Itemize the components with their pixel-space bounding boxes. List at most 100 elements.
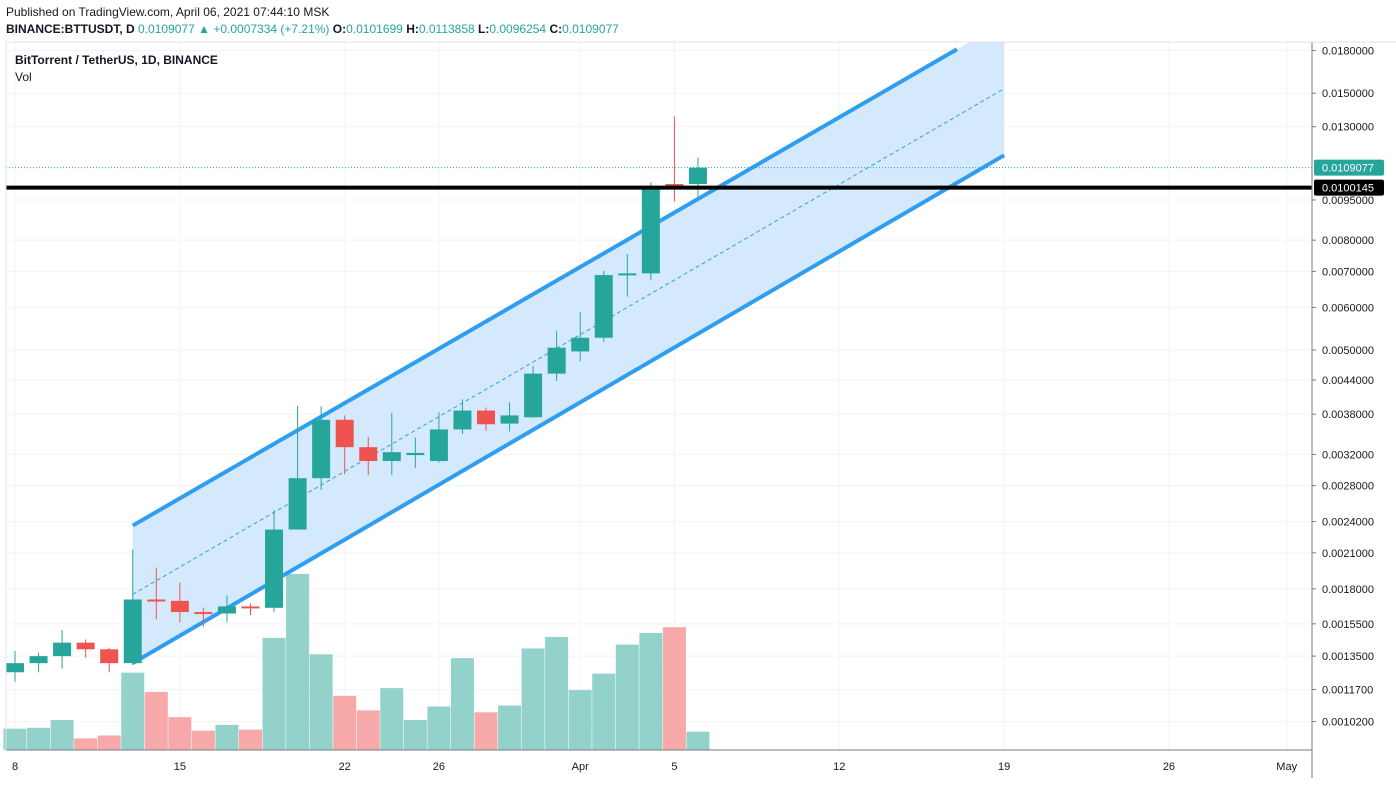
- candle: [688, 157, 707, 197]
- candle: [53, 629, 72, 669]
- candle: [100, 647, 119, 673]
- volume-bar: [3, 728, 27, 750]
- close-label: C:: [549, 22, 563, 36]
- volume-bars: [3, 574, 710, 750]
- volume-bar: [168, 717, 192, 750]
- volume-bar: [356, 710, 380, 750]
- candle-body: [241, 606, 260, 609]
- volume-bar: [262, 637, 286, 750]
- candle: [594, 271, 613, 342]
- candle-body: [288, 478, 307, 530]
- price-tick-label: 0.0095000: [1322, 195, 1374, 207]
- candle-body: [76, 642, 95, 650]
- candle-body: [382, 452, 401, 462]
- candle: [453, 399, 472, 435]
- price-tick-label: 0.0070000: [1322, 266, 1374, 278]
- low-value: 0.0096254: [489, 22, 547, 36]
- candle-body: [335, 419, 354, 448]
- candle-body: [53, 642, 72, 657]
- candle: [288, 405, 307, 530]
- candle: [123, 549, 142, 665]
- volume-bar: [333, 695, 357, 750]
- high-label: H:: [406, 22, 419, 36]
- chart-legend: BitTorrent / TetherUS, 1D, BINANCE Vol: [15, 52, 218, 86]
- candle: [641, 182, 660, 281]
- high-value: 0.0113858: [418, 22, 475, 36]
- candle: [170, 582, 189, 623]
- time-tick-label: 26: [433, 761, 445, 773]
- published-line: Published on TradingView.com, April 06, …: [6, 5, 330, 19]
- candle-body: [641, 187, 660, 274]
- level-price-badge: 0.0100145: [1314, 179, 1384, 196]
- symbol-label: BINANCE:BTTUSDT, D: [6, 22, 135, 36]
- volume-legend-label: Vol: [15, 70, 32, 84]
- price-tick-label: 0.0044000: [1322, 375, 1374, 387]
- series-title: BitTorrent / TetherUS, 1D, BINANCE: [15, 53, 218, 67]
- price-tick-label: 0.0021000: [1322, 548, 1374, 560]
- up-triangle-icon: ▲: [198, 22, 210, 36]
- candle: [477, 407, 495, 431]
- volume-bar: [380, 688, 404, 750]
- candle: [312, 406, 331, 490]
- volume-bar: [686, 731, 710, 750]
- candle: [382, 412, 401, 475]
- volume-bar: [450, 658, 474, 750]
- price-tick-label: 0.0060000: [1322, 302, 1374, 314]
- time-tick-label: Apr: [572, 761, 589, 773]
- chart-header: Published on TradingView.com, April 06, …: [6, 4, 619, 38]
- volume-bar: [191, 730, 215, 750]
- price-tick-label: 0.0011700: [1322, 685, 1373, 697]
- candle: [571, 312, 590, 362]
- close-value: 0.0109077: [562, 22, 619, 36]
- open-value: 0.0101699: [346, 22, 403, 36]
- volume-bar: [215, 724, 239, 750]
- parallel-channel[interactable]: [131, 22, 1006, 665]
- low-label: L:: [478, 22, 490, 36]
- time-tick-label: 8: [12, 761, 18, 773]
- time-tick-label: 12: [833, 761, 845, 773]
- candle-body: [406, 452, 425, 456]
- candle-body: [123, 599, 142, 664]
- candle-body: [524, 373, 543, 418]
- price-tick-label: 0.0024000: [1322, 517, 1374, 529]
- candle-body: [100, 649, 119, 664]
- candle: [217, 595, 236, 623]
- volume-bar: [27, 727, 51, 750]
- candle-body: [29, 656, 48, 664]
- volume-bar: [545, 636, 569, 750]
- volume-bar: [615, 644, 639, 750]
- candle-body: [170, 600, 189, 613]
- price-tick-label: 0.0028000: [1322, 481, 1374, 493]
- level-price-badge-bg: [1314, 179, 1384, 196]
- candle: [429, 412, 448, 463]
- candle-body: [500, 415, 519, 424]
- volume-bar: [427, 706, 451, 750]
- ohlc-line: BINANCE:BTTUSDT, D 0.0109077 ▲ +0.000733…: [6, 21, 619, 38]
- candle: [76, 639, 95, 658]
- candle: [147, 567, 166, 620]
- price-tick-label: 0.0038000: [1322, 409, 1374, 421]
- price-tick-label: 0.0130000: [1322, 122, 1374, 134]
- candle: [500, 402, 519, 432]
- candle-body: [359, 447, 378, 462]
- channel-upper-line: [131, 47, 959, 528]
- volume-bar: [74, 738, 98, 750]
- volume-bar: [403, 720, 427, 750]
- volume-bar: [97, 735, 121, 750]
- volume-bar: [474, 712, 498, 750]
- volume-bar: [144, 691, 168, 750]
- price-levels[interactable]: [6, 167, 1312, 190]
- price-tick-label: 0.0013500: [1322, 651, 1374, 663]
- candle-body: [477, 410, 495, 425]
- chart-axes: 0.0010200 0.0011700 0.0013500 0.0015500 0.00…: [5, 41, 1396, 778]
- candle-body: [217, 606, 236, 614]
- candle-body: [618, 273, 637, 276]
- price-tick-label: 0.0015500: [1322, 619, 1374, 631]
- candle-body: [312, 419, 331, 479]
- last-price-badge-bg: [1314, 159, 1384, 176]
- candle-body: [688, 167, 707, 185]
- volume-bar: [662, 627, 686, 750]
- price-tick-label: 0.0010200: [1322, 717, 1374, 729]
- volume-bar: [592, 673, 616, 750]
